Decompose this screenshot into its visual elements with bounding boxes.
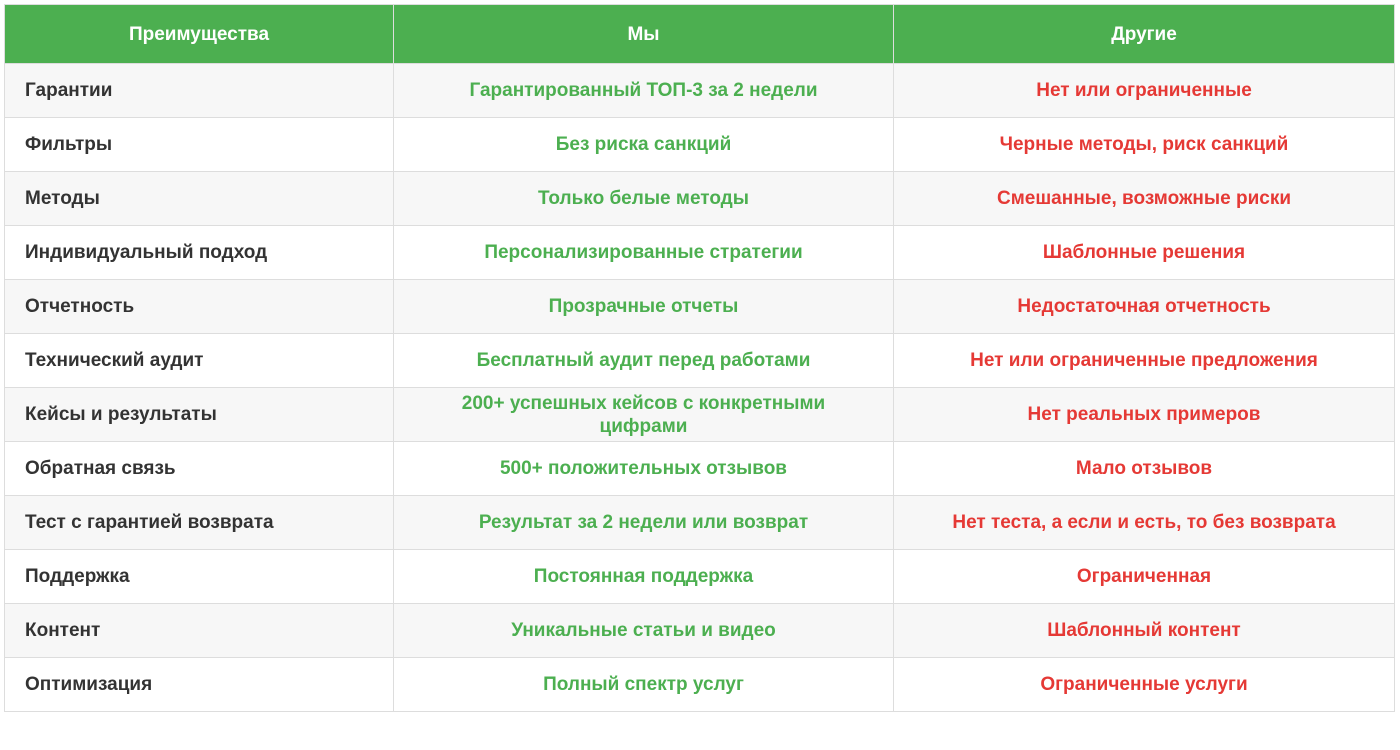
table-row: Контент Уникальные статьи и видео Шаблонны… xyxy=(4,603,1395,658)
others-cell: Нет реальных примеров xyxy=(893,387,1395,442)
table-row: Гарантии Гарантированный ТОП-3 за 2 недел… xyxy=(4,63,1395,118)
feature-cell: Индивидуальный подход xyxy=(4,225,394,280)
table-row: Индивидуальный подход Персонализированные… xyxy=(4,225,1395,280)
us-cell: Полный спектр услуг xyxy=(393,657,894,712)
table-row: Фильтры Без риска санкций Черные методы, р… xyxy=(4,117,1395,172)
feature-cell: Гарантии xyxy=(4,63,394,118)
us-cell: 200+ успешных кейсов с конкретными цифра… xyxy=(393,387,894,442)
table-row: Технический аудит Бесплатный аудит перед … xyxy=(4,333,1395,388)
table-row: Обратная связь 500+ положительных отзывов… xyxy=(4,441,1395,496)
us-cell: Только белые методы xyxy=(393,171,894,226)
feature-cell: Оптимизация xyxy=(4,657,394,712)
feature-cell: Тест с гарантией возврата xyxy=(4,495,394,550)
us-cell: Постоянная поддержка xyxy=(393,549,894,604)
others-cell: Нет или ограниченные предложения xyxy=(893,333,1395,388)
others-cell: Мало отзывов xyxy=(893,441,1395,496)
table-row: Кейсы и результаты 200+ успешных кейсов с… xyxy=(4,387,1395,442)
table-body: Гарантии Гарантированный ТОП-3 за 2 недел… xyxy=(4,63,1395,712)
header-cell: Другие xyxy=(893,4,1395,64)
us-cell: Персонализированные стратегии xyxy=(393,225,894,280)
others-cell: Смешанные, возможные риски xyxy=(893,171,1395,226)
others-cell: Нет теста, а если и есть, то без возврат… xyxy=(893,495,1395,550)
table-row: Поддержка Постоянная поддержка Ограниченна… xyxy=(4,549,1395,604)
us-cell: 500+ положительных отзывов xyxy=(393,441,894,496)
others-cell: Шаблонный контент xyxy=(893,603,1395,658)
feature-cell: Методы xyxy=(4,171,394,226)
feature-cell: Поддержка xyxy=(4,549,394,604)
us-cell: Уникальные статьи и видео xyxy=(393,603,894,658)
others-cell: Ограниченная xyxy=(893,549,1395,604)
comparison-table: Преимущества Мы Другие Гарантии Гарантиро… xyxy=(4,4,1395,712)
feature-cell: Фильтры xyxy=(4,117,394,172)
others-cell: Шаблонные решения xyxy=(893,225,1395,280)
others-cell: Недостаточная отчетность xyxy=(893,279,1395,334)
feature-cell: Кейсы и результаты xyxy=(4,387,394,442)
others-cell: Ограниченные услуги xyxy=(893,657,1395,712)
feature-cell: Контент xyxy=(4,603,394,658)
table-header: Преимущества Мы Другие xyxy=(4,4,1395,64)
table-row: Оптимизация Полный спектр услуг Ограниченн… xyxy=(4,657,1395,712)
us-cell: Бесплатный аудит перед работами xyxy=(393,333,894,388)
feature-cell: Обратная связь xyxy=(4,441,394,496)
header-cell: Мы xyxy=(393,4,894,64)
table-row: Тест с гарантией возврата Результат за 2 … xyxy=(4,495,1395,550)
others-cell: Черные методы, риск санкций xyxy=(893,117,1395,172)
header-row: Преимущества Мы Другие xyxy=(4,4,1395,64)
others-cell: Нет или ограниченные xyxy=(893,63,1395,118)
feature-cell: Технический аудит xyxy=(4,333,394,388)
table-row: Отчетность Прозрачные отчеты Недостаточная… xyxy=(4,279,1395,334)
us-cell: Гарантированный ТОП-3 за 2 недели xyxy=(393,63,894,118)
table-row: Методы Только белые методы Смешанные, возм… xyxy=(4,171,1395,226)
us-cell: Результат за 2 недели или возврат xyxy=(393,495,894,550)
header-cell: Преимущества xyxy=(4,4,394,64)
us-cell: Прозрачные отчеты xyxy=(393,279,894,334)
us-cell: Без риска санкций xyxy=(393,117,894,172)
feature-cell: Отчетность xyxy=(4,279,394,334)
